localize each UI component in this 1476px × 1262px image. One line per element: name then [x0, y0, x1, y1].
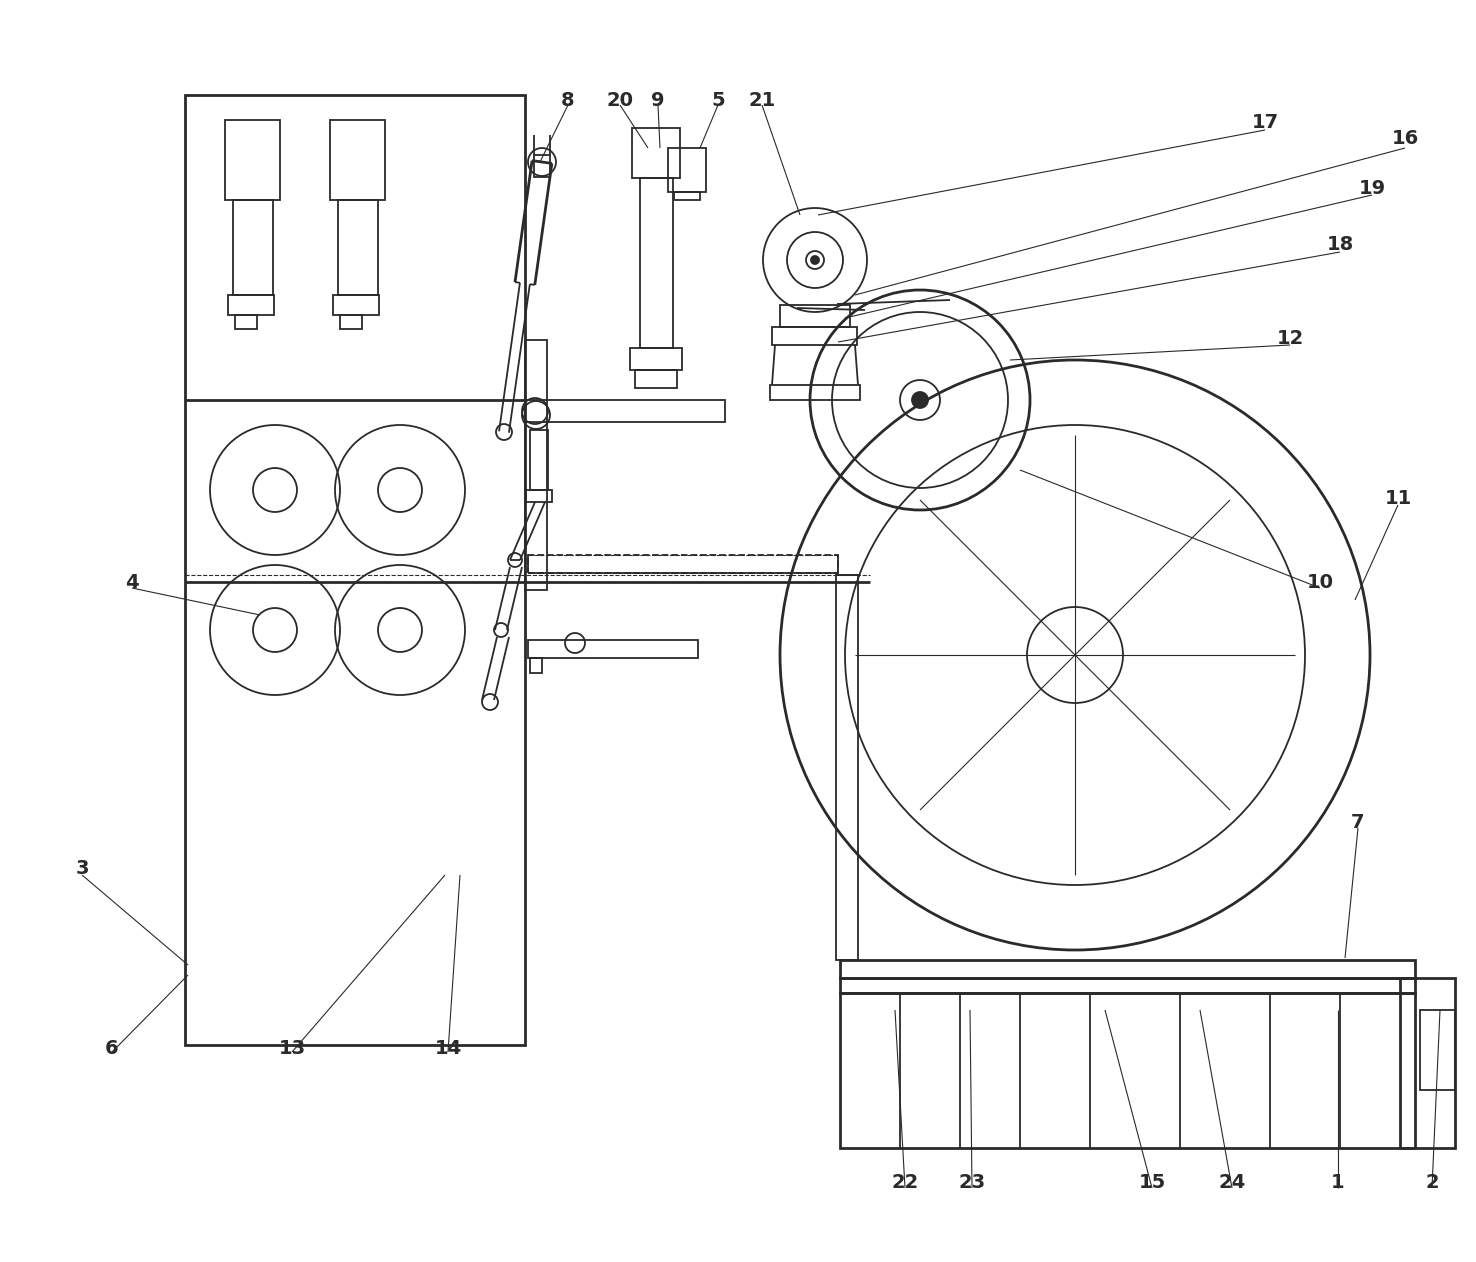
Bar — [227, 295, 275, 316]
Text: 16: 16 — [1392, 129, 1418, 148]
Text: 9: 9 — [651, 91, 664, 110]
Bar — [840, 960, 1415, 978]
Text: 2: 2 — [1426, 1174, 1439, 1193]
Bar — [675, 192, 700, 199]
Bar — [641, 178, 673, 348]
Bar — [632, 127, 680, 178]
Text: 8: 8 — [561, 91, 574, 110]
Bar — [772, 327, 858, 345]
Text: 23: 23 — [958, 1174, 986, 1193]
Text: 5: 5 — [711, 91, 725, 110]
Circle shape — [810, 256, 819, 264]
Text: 22: 22 — [892, 1174, 918, 1193]
Text: 17: 17 — [1252, 112, 1278, 131]
Text: 3: 3 — [75, 858, 89, 877]
Bar — [840, 993, 1415, 1148]
Bar — [334, 295, 379, 316]
Bar — [235, 316, 257, 329]
Text: 19: 19 — [1358, 178, 1386, 197]
Text: 21: 21 — [748, 91, 775, 110]
Bar — [770, 385, 861, 400]
Bar — [525, 400, 725, 422]
Text: 13: 13 — [279, 1039, 306, 1058]
Bar — [224, 120, 280, 199]
Bar — [528, 640, 698, 658]
Bar — [525, 490, 552, 502]
Text: 20: 20 — [607, 91, 633, 110]
Bar — [528, 555, 838, 573]
Bar — [233, 199, 273, 295]
Bar — [840, 978, 1415, 993]
Text: 15: 15 — [1138, 1174, 1166, 1193]
Text: 6: 6 — [105, 1039, 118, 1058]
Bar — [635, 370, 677, 387]
Bar — [331, 120, 385, 199]
Text: 12: 12 — [1277, 328, 1303, 347]
Bar — [338, 199, 378, 295]
Text: 4: 4 — [125, 573, 139, 592]
Bar — [530, 658, 542, 673]
Bar — [835, 575, 858, 960]
Bar — [1401, 978, 1455, 1148]
Bar — [339, 316, 362, 329]
Text: 24: 24 — [1218, 1174, 1246, 1193]
Text: 7: 7 — [1351, 813, 1365, 832]
Bar — [779, 305, 850, 327]
Text: 10: 10 — [1306, 573, 1333, 592]
Circle shape — [912, 392, 928, 408]
Bar — [630, 348, 682, 370]
Bar — [1420, 1010, 1455, 1090]
Bar — [184, 95, 525, 1045]
Text: 11: 11 — [1384, 488, 1411, 507]
Bar — [525, 339, 548, 591]
Bar — [530, 430, 548, 490]
Text: 1: 1 — [1331, 1174, 1345, 1193]
Text: 14: 14 — [434, 1039, 462, 1058]
Bar — [534, 155, 551, 177]
Text: 18: 18 — [1327, 236, 1353, 255]
Bar — [669, 148, 706, 192]
